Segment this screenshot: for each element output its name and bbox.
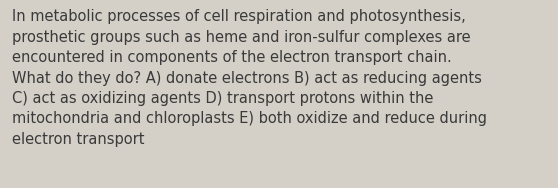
Text: In metabolic processes of cell respiration and photosynthesis,
prosthetic groups: In metabolic processes of cell respirati…: [12, 9, 487, 147]
